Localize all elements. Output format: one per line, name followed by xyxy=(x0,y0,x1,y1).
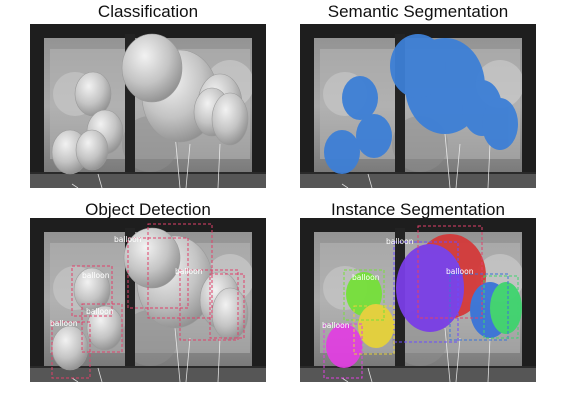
detection-label: balloon xyxy=(175,267,203,276)
semantic-segmentation-title: Semantic Segmentation xyxy=(327,2,509,21)
object-detection-title: Object Detection xyxy=(85,200,211,219)
classification-title: Classification xyxy=(97,2,199,21)
detection-label: balloon xyxy=(82,271,110,280)
instance-segmentation-panel: balloon balloon balloon balloon xyxy=(300,218,536,382)
detection-label: balloon xyxy=(50,319,78,328)
instance-label: balloon xyxy=(386,237,414,246)
object-detection-panel: balloon balloon balloon balloon balloon xyxy=(30,218,266,382)
detection-label: balloon xyxy=(114,235,142,244)
instance-label: balloon xyxy=(446,267,474,276)
classification-panel xyxy=(30,24,266,188)
instance-segmentation-title: Instance Segmentation xyxy=(331,200,505,219)
instance-segmentation-image: balloon balloon balloon balloon xyxy=(300,218,536,382)
classification-image xyxy=(30,24,266,188)
instance-label: balloon xyxy=(322,321,350,330)
semantic-segmentation-panel xyxy=(300,24,536,188)
object-detection-image: balloon balloon balloon balloon balloon xyxy=(30,218,266,382)
detection-label: balloon xyxy=(86,307,114,316)
semantic-segmentation-image xyxy=(300,24,536,188)
instance-label: balloon xyxy=(352,273,380,282)
